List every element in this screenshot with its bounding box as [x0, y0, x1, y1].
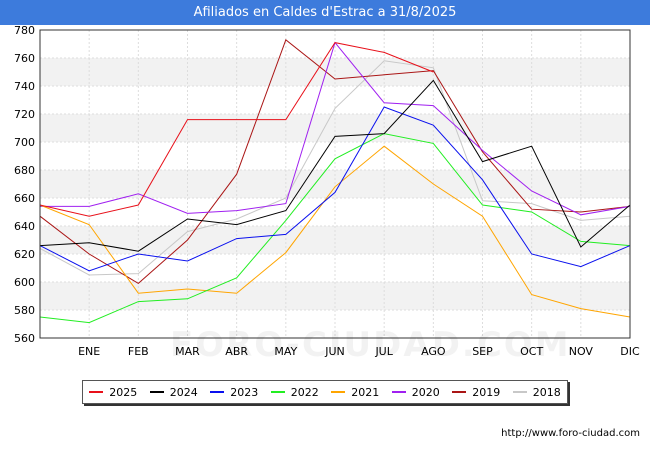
legend-swatch [270, 391, 285, 393]
y-tick-label: 560 [14, 332, 35, 345]
y-tick-label: 780 [14, 24, 35, 37]
x-tick-label: JUL [374, 345, 393, 358]
y-tick-label: 680 [14, 164, 35, 177]
plot-border [39, 29, 631, 339]
x-tick-label: ABR [225, 345, 248, 358]
legend-swatch [149, 391, 164, 393]
legend-swatch [210, 391, 225, 393]
series-line-2025 [39, 42, 434, 217]
legend-item-2020: 2020 [391, 385, 440, 399]
y-tick-label: 580 [14, 304, 35, 317]
chart-title: Afiliados en Caldes d'Estrac a 31/8/2025 [0, 0, 650, 25]
y-tick-label: 660 [14, 192, 35, 205]
x-tick-label: AGO [421, 345, 446, 358]
legend: 2025 2024 2023 2022 2021 2020 2019 2018 [82, 380, 568, 404]
y-tick-label: 620 [14, 248, 35, 261]
legend-item-2018: 2018 [512, 385, 561, 399]
series-line-2024 [39, 79, 631, 252]
y-tick-label: 700 [14, 136, 35, 149]
legend-label: 2019 [472, 385, 501, 399]
legend-item-2019: 2019 [452, 386, 500, 399]
legend-swatch [89, 391, 104, 393]
series-line-2018 [39, 60, 631, 276]
legend-item-2024: 2024 [149, 385, 198, 399]
y-tick-label: 760 [14, 52, 35, 65]
legend-label: 2023 [230, 385, 259, 399]
series-line-2021 [39, 145, 631, 318]
x-tick-label: FEB [128, 345, 149, 358]
x-tick-label: NOV [569, 345, 594, 358]
legend-label: 2018 [532, 385, 561, 399]
legend-label: 2021 [351, 385, 380, 399]
y-tick-label: 740 [14, 80, 35, 93]
x-tick-label: ENE [78, 345, 100, 358]
legend-label: 2024 [169, 385, 198, 399]
series-line-2022 [39, 133, 631, 324]
legend-label: 2020 [411, 385, 440, 399]
y-tick-label: 600 [14, 276, 35, 289]
legend-swatch [512, 391, 527, 393]
legend-label: 2022 [290, 385, 319, 399]
x-tick-label: MAR [175, 345, 200, 358]
legend-item-2023: 2023 [210, 386, 258, 399]
x-tick-label: SEP [472, 345, 493, 358]
legend-item-2022: 2022 [270, 385, 319, 399]
legend-swatch [391, 391, 406, 393]
legend-item-2021: 2021 [331, 386, 379, 399]
series-line-2019 [39, 38, 631, 285]
x-tick-label: OCT [520, 345, 543, 358]
legend-swatch [452, 391, 467, 393]
y-tick-label: 640 [14, 220, 35, 233]
legend-swatch [331, 391, 346, 393]
x-tick-label: DIC [620, 345, 640, 358]
legend-item-2025: 2025 [89, 386, 137, 399]
y-tick-label: 720 [14, 108, 35, 121]
x-tick-label: JUN [324, 345, 345, 358]
series-lines [39, 38, 631, 324]
source-url[interactable]: http://www.foro-ciudad.com [501, 428, 640, 439]
x-tick-label: MAY [274, 345, 297, 358]
y-axis-ticks: 560 580 600 620 640 660 680 700 720 740 760 780 [14, 24, 35, 345]
x-axis-ticks: ENE FEB MAR ABR MAY JUN JUL AGO SEP OCT NOV DIC [78, 345, 640, 358]
watermark: FORO-CIUDAD.COM [170, 325, 571, 365]
legend-label: 2025 [109, 385, 138, 399]
series-line-2023 [39, 106, 631, 272]
